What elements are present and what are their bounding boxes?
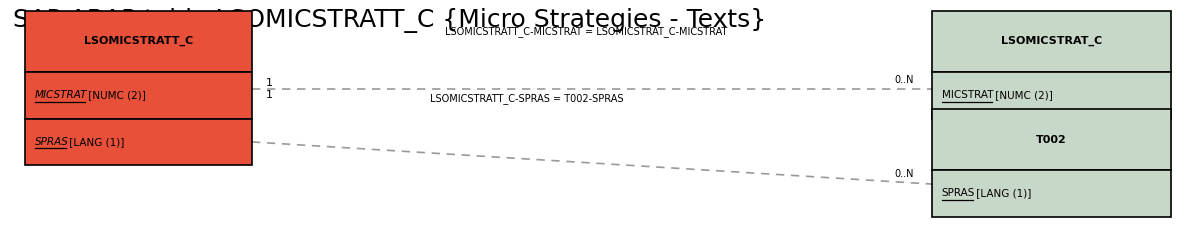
FancyBboxPatch shape bbox=[932, 109, 1171, 170]
FancyBboxPatch shape bbox=[932, 170, 1171, 217]
Text: 0..N: 0..N bbox=[895, 169, 914, 179]
Text: 1: 1 bbox=[267, 78, 273, 88]
FancyBboxPatch shape bbox=[932, 11, 1171, 72]
Text: LSOMICSTRAT_C: LSOMICSTRAT_C bbox=[1001, 36, 1102, 46]
Text: LSOMICSTRATT_C: LSOMICSTRATT_C bbox=[84, 36, 194, 46]
Text: 1: 1 bbox=[267, 90, 273, 100]
FancyBboxPatch shape bbox=[25, 118, 252, 165]
Text: MICSTRAT: MICSTRAT bbox=[941, 90, 993, 100]
Text: LSOMICSTRATT_C-SPRAS = T002-SPRAS: LSOMICSTRATT_C-SPRAS = T002-SPRAS bbox=[429, 94, 623, 105]
Text: LSOMICSTRATT_C-MICSTRAT = LSOMICSTRAT_C-MICSTRAT: LSOMICSTRATT_C-MICSTRAT = LSOMICSTRAT_C-… bbox=[445, 26, 727, 36]
FancyBboxPatch shape bbox=[25, 72, 252, 118]
Text: SPRAS: SPRAS bbox=[35, 137, 68, 147]
Text: [NUMC (2)]: [NUMC (2)] bbox=[993, 90, 1054, 100]
Text: 0..N: 0..N bbox=[895, 75, 914, 85]
FancyBboxPatch shape bbox=[25, 11, 252, 72]
Text: [NUMC (2)]: [NUMC (2)] bbox=[85, 90, 146, 100]
Text: T002: T002 bbox=[1036, 135, 1067, 145]
Text: SPRAS: SPRAS bbox=[941, 188, 975, 198]
Text: MICSTRAT: MICSTRAT bbox=[35, 90, 87, 100]
Text: [LANG (1)]: [LANG (1)] bbox=[974, 188, 1032, 198]
Text: SAP ABAP table LSOMICSTRATT_C {Micro Strategies - Texts}: SAP ABAP table LSOMICSTRATT_C {Micro Str… bbox=[13, 9, 767, 33]
Text: [LANG (1)]: [LANG (1)] bbox=[67, 137, 124, 147]
FancyBboxPatch shape bbox=[932, 72, 1171, 118]
